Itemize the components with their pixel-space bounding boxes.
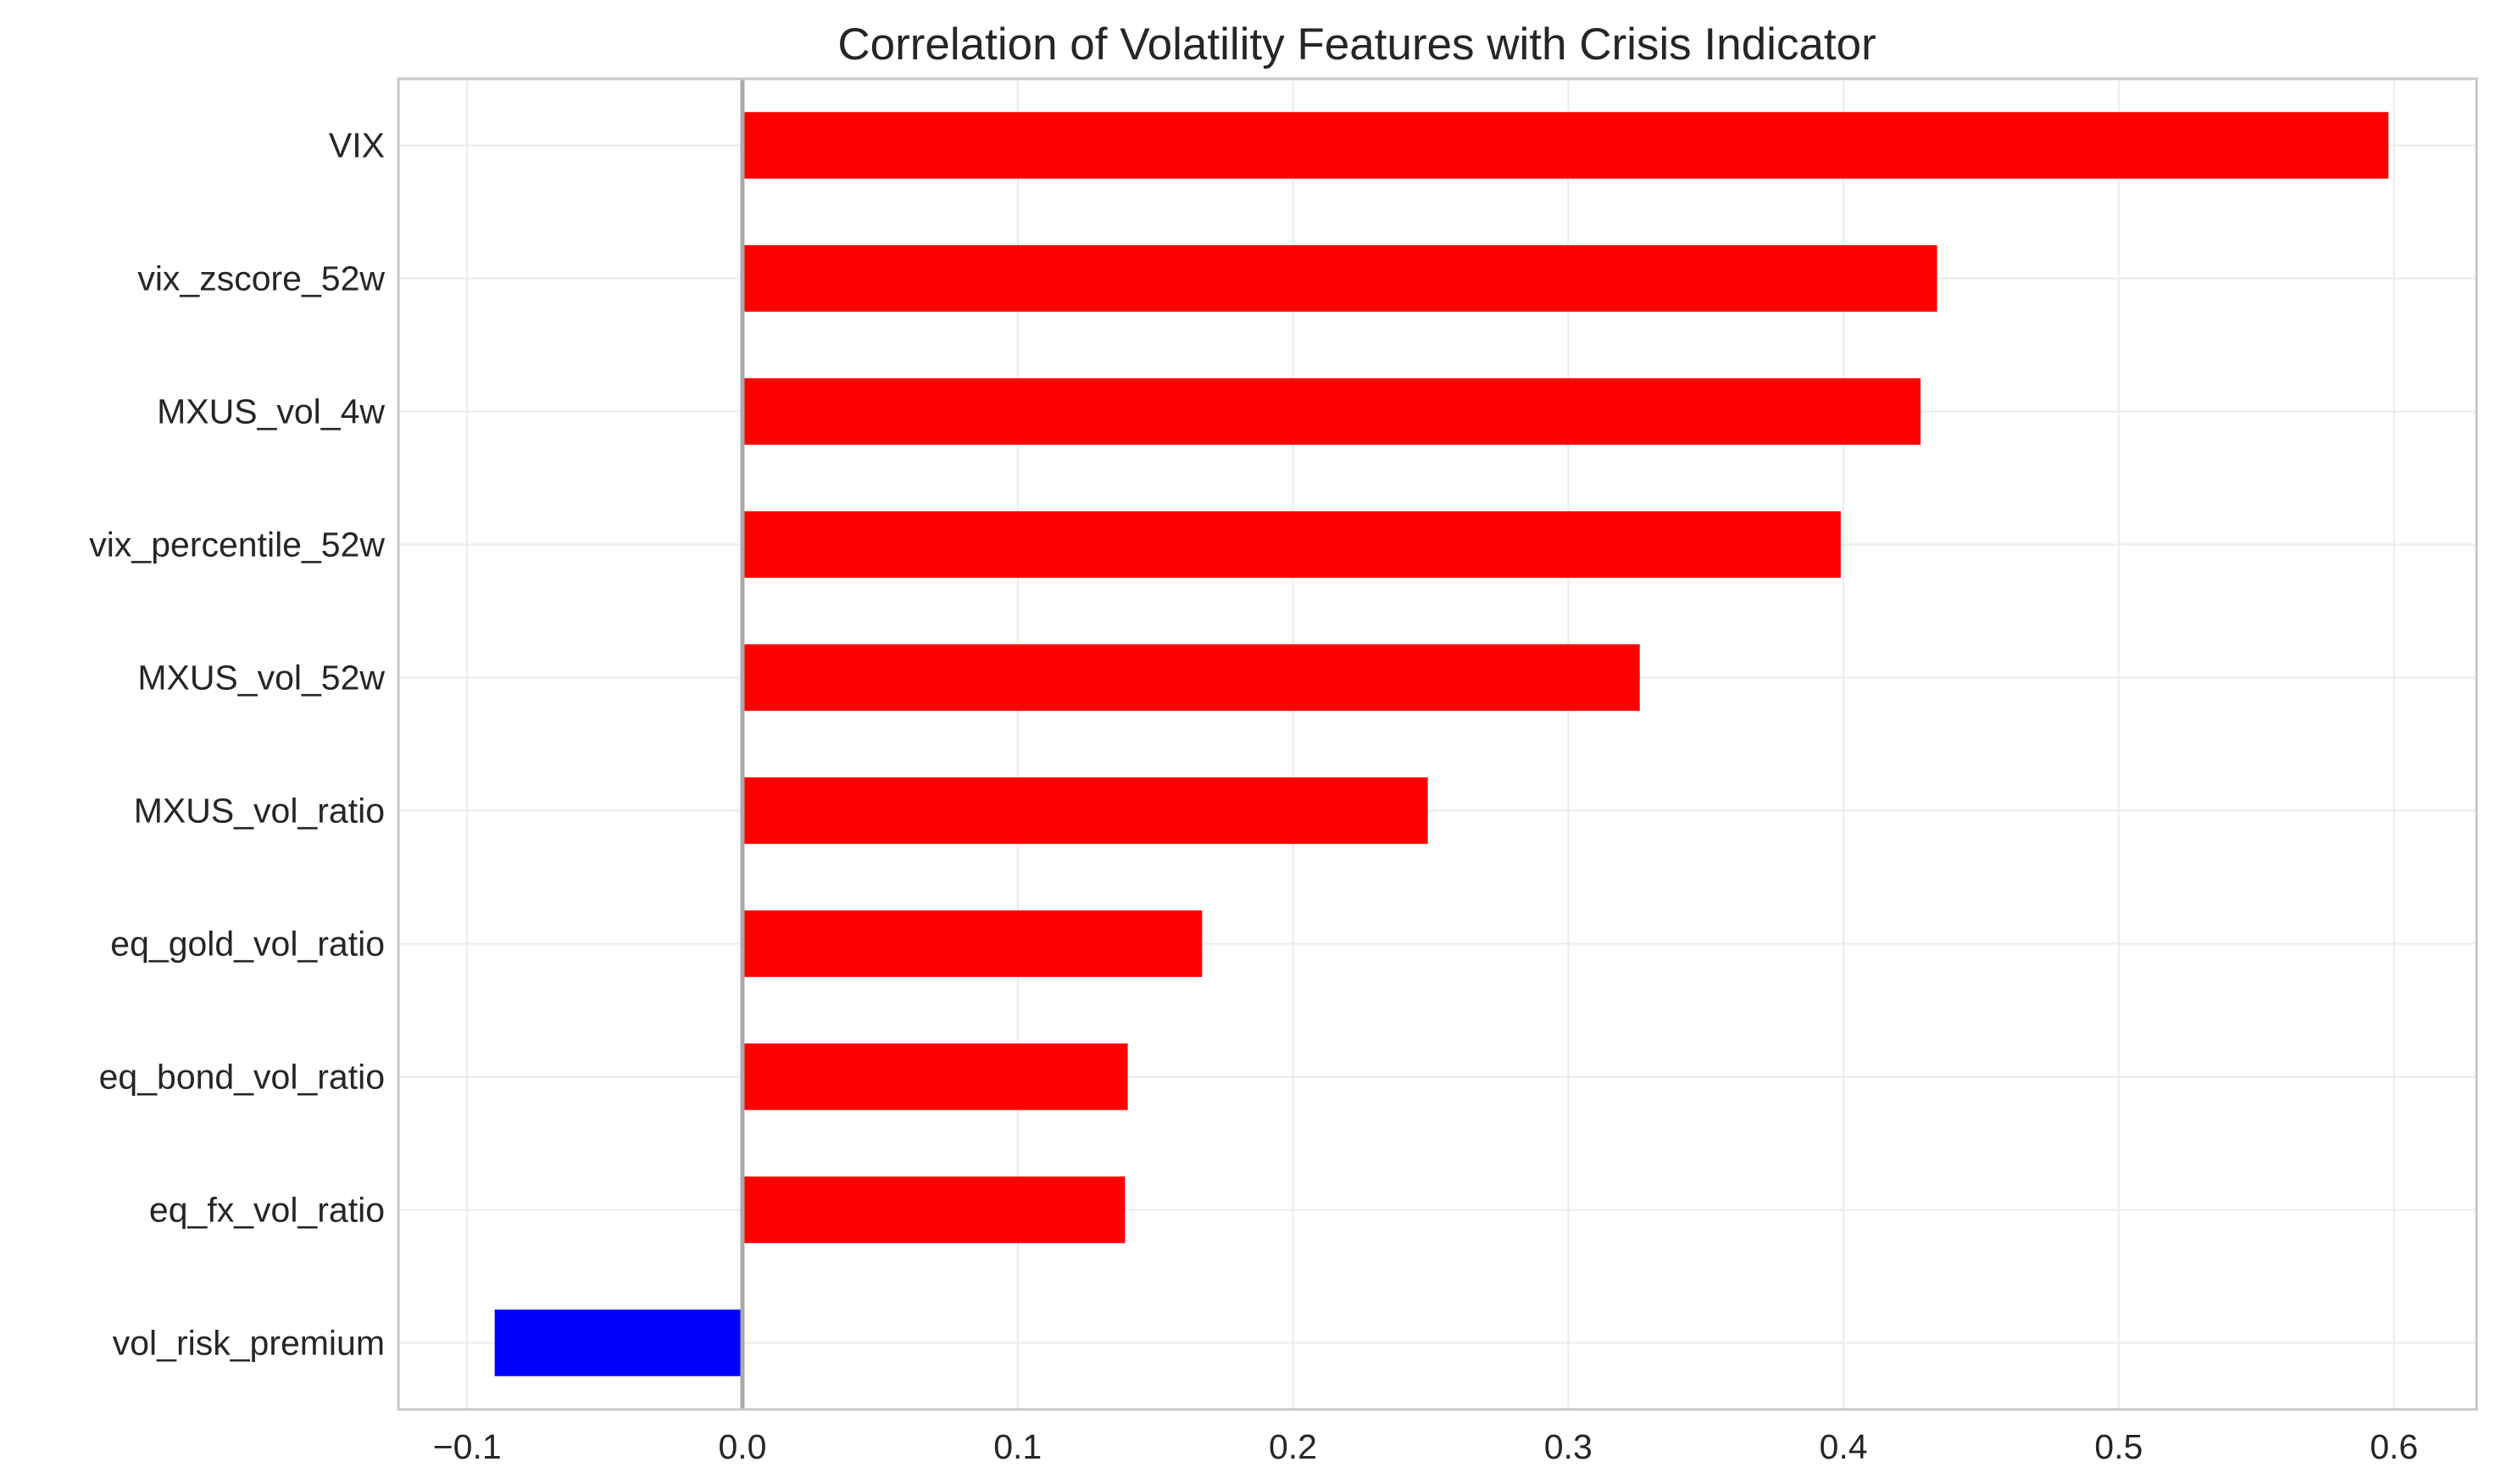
y-tick-label: vol_risk_premium bbox=[113, 1324, 385, 1363]
bar-vix-percentile-52w bbox=[742, 511, 1841, 578]
bar-eq-bond-vol-ratio bbox=[742, 1043, 1128, 1110]
bar-vix bbox=[742, 112, 2389, 179]
x-tick-label: 0.2 bbox=[1269, 1427, 1317, 1466]
y-tick-label: MXUS_vol_52w bbox=[137, 659, 385, 698]
x-tick-label: 0.6 bbox=[2370, 1427, 2418, 1466]
bar-vix-zscore-52w bbox=[742, 245, 1938, 312]
x-tick-label: −0.1 bbox=[433, 1427, 502, 1466]
x-tick-label: 0.3 bbox=[1544, 1427, 1593, 1466]
bar-mxus-vol-4w bbox=[742, 378, 1921, 445]
x-tick-label: 0.4 bbox=[1820, 1427, 1868, 1466]
bars bbox=[494, 112, 2389, 1376]
y-tick-label: MXUS_vol_ratio bbox=[134, 792, 385, 831]
bar-vol-risk-premium bbox=[494, 1309, 742, 1376]
y-tick-label: MXUS_vol_4w bbox=[157, 392, 385, 431]
bar-mxus-vol-ratio bbox=[742, 777, 1428, 844]
plot-frame bbox=[397, 77, 2478, 1411]
bar-eq-gold-vol-ratio bbox=[742, 910, 1203, 977]
y-tick-label: eq_bond_vol_ratio bbox=[99, 1058, 385, 1097]
x-tick-labels: −0.1 0.0 0.1 0.2 0.3 0.4 0.5 0.6 bbox=[433, 1427, 2418, 1466]
x-tick-label: 0.1 bbox=[993, 1427, 1042, 1466]
y-tick-labels: VIX vix_zscore_52w MXUS_vol_4w vix_percenti… bbox=[89, 126, 385, 1363]
y-tick-label: eq_gold_vol_ratio bbox=[110, 925, 385, 964]
x-tick-label: 0.0 bbox=[718, 1427, 766, 1466]
y-tick-label: vix_zscore_52w bbox=[137, 259, 385, 298]
y-tick-label: vix_percentile_52w bbox=[89, 525, 385, 564]
y-tick-label: VIX bbox=[329, 126, 385, 165]
bar-mxus-vol-52w bbox=[742, 644, 1640, 711]
chart-title: Correlation of Volatility Features with … bbox=[837, 19, 1876, 69]
y-tick-label: eq_fx_vol_ratio bbox=[149, 1191, 385, 1230]
x-tick-label: 0.5 bbox=[2094, 1427, 2143, 1466]
bar-eq-fx-vol-ratio bbox=[742, 1176, 1126, 1243]
